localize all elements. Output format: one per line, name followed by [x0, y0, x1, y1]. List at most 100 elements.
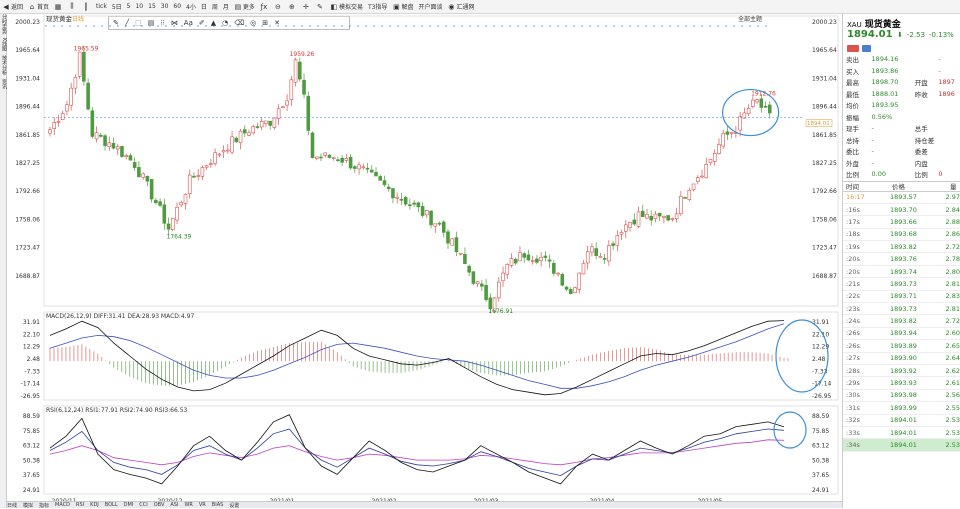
- toolbar-item-16[interactable]: ▤ 更多: [234, 2, 255, 12]
- bottom-tab-10[interactable]: ASI: [170, 502, 179, 508]
- toolbar-item-11[interactable]: 60: [173, 3, 181, 10]
- draw-tool-6[interactable]: Aa: [183, 19, 193, 27]
- toolbar-item-15[interactable]: 月: [223, 2, 229, 11]
- candle: [77, 51, 82, 77]
- toolbar-label-15: 月: [222, 4, 229, 11]
- top-dot: [141, 25, 143, 27]
- top-dot: [405, 25, 407, 27]
- quote-cell-v: -: [871, 135, 874, 144]
- draw-tool-12[interactable]: ⊞: [262, 19, 269, 27]
- left-strip-tab-0[interactable]: 分时走势: [1, 14, 7, 34]
- toolbar-item-24[interactable]: ▣ 解盘: [392, 2, 413, 12]
- quote-row: 最低 1888.01 昨收 1896: [843, 89, 960, 101]
- candle: [577, 272, 582, 290]
- candle: [56, 121, 61, 123]
- toolbar-item-8[interactable]: 10: [135, 3, 143, 10]
- toolbar-item-26[interactable]: ◉ 汇通网: [447, 2, 474, 12]
- top-dot: [301, 25, 303, 27]
- lock-icon: ▣: [393, 2, 400, 11]
- toolbar-item-17[interactable]: ƒx: [260, 3, 269, 11]
- draw-tool-3[interactable]: ▤: [147, 19, 155, 27]
- candle: [704, 163, 709, 179]
- draw-tool-1[interactable]: ╱: [124, 19, 130, 27]
- bottom-tab-0[interactable]: 日线: [7, 502, 18, 509]
- draw-tool-4[interactable]: ⁝⁝: [160, 19, 165, 27]
- toolbar-item-6[interactable]: 5日: [112, 2, 122, 11]
- toolbar-item-0[interactable]: ◀ 返回: [2, 2, 23, 12]
- toolbar-item-2[interactable]: ▦: [54, 3, 63, 11]
- candle: [230, 136, 234, 153]
- draw-tool-10[interactable]: ⌫: [234, 19, 245, 27]
- alert-badge[interactable]: [847, 44, 859, 52]
- draw-tool-7[interactable]: ✐: [198, 19, 205, 27]
- left-strip-tab-1[interactable]: K线图: [1, 38, 7, 52]
- tick-qty: 2.62: [945, 366, 960, 375]
- bottom-tab-13[interactable]: BIAS: [211, 502, 224, 508]
- candle: [437, 222, 442, 225]
- toolbar-item-19[interactable]: ⊕: [288, 3, 297, 11]
- tick-price: 1894.01: [890, 441, 917, 449]
- draw-tool-13[interactable]: ✕: [274, 19, 281, 27]
- candle: [327, 154, 332, 158]
- top-dot: [53, 25, 55, 27]
- bottom-tab-8[interactable]: CCI: [139, 502, 148, 508]
- info-badge[interactable]: [862, 44, 871, 52]
- draw-tool-11[interactable]: ◎: [250, 19, 257, 27]
- toolbar-item-4[interactable]: ┃: [82, 3, 91, 11]
- bottom-tab-2[interactable]: 指标: [39, 502, 50, 509]
- toolbar-item-12[interactable]: 4小: [186, 2, 196, 11]
- toolbar-item-25[interactable]: 开户面谈: [418, 2, 442, 11]
- candle-icon: ┃: [83, 2, 89, 11]
- toolbar-item-10[interactable]: 30: [161, 3, 169, 10]
- toolbar-item-22[interactable]: ◧ 模拟交易: [330, 2, 363, 12]
- toolbar-item-3[interactable]: ⫼: [68, 2, 77, 11]
- bottom-tab-1[interactable]: 模拟: [23, 502, 34, 509]
- chart-panel-1: [43, 311, 839, 401]
- kline-chart[interactable]: 现货黄金 日线 全部主题 2000.23 2000.23 1965.64 1965.64 19…: [0, 14, 842, 508]
- bottom-tab-3[interactable]: MACD: [55, 502, 71, 508]
- bottom-tab-7[interactable]: DMI: [123, 502, 134, 508]
- bottom-tab-14[interactable]: 设置: [229, 502, 240, 509]
- toolbar-item-21[interactable]: ✎: [316, 3, 325, 11]
- toolbar-item-9[interactable]: 15: [148, 3, 156, 10]
- draw-tool-9[interactable]: ◔: [222, 19, 229, 27]
- toolbar-item-5[interactable]: tick: [96, 3, 107, 10]
- quote-cell-l: 总持: [846, 136, 859, 145]
- toolbar-item-20[interactable]: ✛: [302, 3, 311, 11]
- toolbar-item-13[interactable]: 日: [201, 2, 207, 11]
- bottom-tab-11[interactable]: WR: [184, 502, 193, 508]
- tick-qty: 2.83: [945, 292, 960, 301]
- toolbar-item-7[interactable]: 5: [127, 3, 131, 10]
- quote-cell-l2: 总手: [914, 125, 928, 134]
- bottom-tab-6[interactable]: BOLL: [104, 502, 118, 508]
- quote-cell-v: -: [871, 147, 874, 156]
- draw-tool-2[interactable]: ⬚: [135, 19, 142, 27]
- candle: [141, 173, 145, 178]
- toolbar-item-18[interactable]: ⊖: [274, 3, 283, 11]
- candle: [145, 175, 150, 182]
- draw-tool-0[interactable]: ✎: [113, 19, 119, 27]
- extreme-annotation: 1965.59: [74, 46, 99, 53]
- bottom-tab-4[interactable]: RSI: [76, 502, 85, 508]
- zoom-out-icon: ⊖: [275, 2, 281, 11]
- left-strip-tab-2[interactable]: 技术分析: [1, 55, 7, 76]
- toolbar-item-23[interactable]: T3指导: [368, 2, 387, 11]
- left-strip-tab-3[interactable]: 资讯: [1, 79, 7, 90]
- macd-dea-line: [49, 323, 785, 389]
- quote-cell-l: 委比: [846, 148, 859, 157]
- bottom-tab-9[interactable]: OBV: [153, 502, 165, 508]
- macd-axis-right-label: -26.95: [812, 393, 832, 400]
- draw-tool-5[interactable]: ⋈: [170, 19, 178, 27]
- bottom-tab-12[interactable]: VR: [198, 502, 206, 508]
- draw-tool-8[interactable]: ▲: [210, 19, 217, 27]
- toolbar-item-1[interactable]: ⌂ 首页: [28, 2, 49, 12]
- tick-qty: 2.72: [945, 317, 960, 326]
- candle: [679, 196, 683, 215]
- bottom-tab-5[interactable]: KDJ: [90, 502, 99, 508]
- top-dot: [717, 25, 719, 27]
- candle: [590, 246, 594, 253]
- price-axis-left-label: 1758.06: [15, 216, 40, 223]
- toolbar-item-14[interactable]: 周: [212, 2, 218, 11]
- top-dot: [501, 25, 503, 27]
- top-dot: [389, 25, 391, 27]
